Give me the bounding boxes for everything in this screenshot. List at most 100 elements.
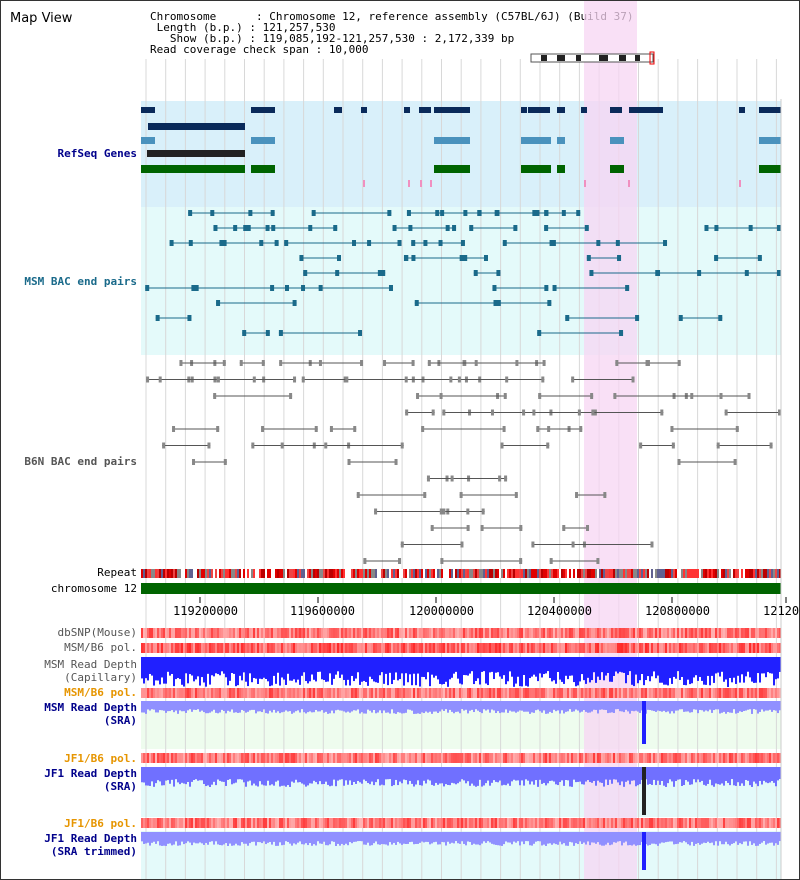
repeat-feature [437, 569, 439, 578]
track-label-jf1-depth-sra-2[interactable]: (SRA) [103, 780, 137, 793]
track-label-msm-depth-cap-2[interactable]: (Capillary) [64, 671, 137, 684]
repeat-feature [667, 569, 669, 578]
read-depth-bar [311, 657, 313, 675]
b6n-bac-end [603, 492, 607, 498]
pol-heat-cell [585, 628, 587, 638]
track-label-dbsnp[interactable]: dbSNP(Mouse) [57, 626, 137, 639]
read-depth-bar [533, 657, 535, 675]
pol-heat-cell [453, 643, 455, 653]
pol-heat-cell [379, 643, 381, 653]
pol-heat-cell [745, 818, 747, 828]
read-depth-bar [209, 767, 211, 787]
pol-heat-cell [565, 818, 567, 828]
pol-heat-cell [723, 818, 725, 828]
read-depth-bar [465, 657, 467, 676]
pol-heat-cell [281, 628, 283, 638]
pol-heat-cell [561, 688, 563, 698]
pol-heat-cell [429, 643, 431, 653]
read-depth-bar [595, 767, 597, 786]
pol-heat-cell [559, 643, 561, 653]
read-depth-bar [641, 657, 643, 675]
pol-heat-cell [651, 628, 653, 638]
pol-heat-cell [393, 688, 395, 698]
pol-heat-cell [757, 643, 759, 653]
pol-heat-cell [347, 643, 349, 653]
pol-heat-cell [343, 643, 345, 653]
track-label-msm-depth-sra-1[interactable]: MSM Read Depth [44, 701, 137, 714]
pol-heat-cell [197, 688, 199, 698]
read-depth-bar [601, 767, 603, 783]
track-label-refseq[interactable]: RefSeq Genes [57, 147, 137, 160]
track-label-jf1-depth-sra-1[interactable]: JF1 Read Depth [44, 767, 137, 780]
repeat-feature [277, 569, 279, 578]
read-depth-bar [595, 701, 597, 710]
refseq-gene-feature [629, 107, 663, 113]
read-depth-bar [147, 657, 149, 681]
track-label-chromosome[interactable]: chromosome 12 [50, 582, 137, 595]
pol-heat-cell [561, 628, 563, 638]
pol-heat-cell [595, 753, 597, 763]
read-depth-bar [213, 832, 215, 845]
track-label-jf1-depth-trim-2[interactable]: (SRA trimmed) [50, 845, 137, 858]
repeat-feature [643, 569, 645, 578]
pol-heat-cell [563, 818, 565, 828]
pol-heat-cell [761, 688, 763, 698]
read-depth-bar [613, 767, 615, 780]
track-label-b6n-bac[interactable]: B6N BAC end pairs [24, 455, 137, 468]
pol-heat-cell [755, 643, 757, 653]
repeat-feature [489, 569, 491, 578]
read-depth-bar [483, 832, 485, 842]
read-depth-bar [429, 701, 431, 712]
refseq-marker [628, 180, 630, 187]
pol-heat-cell [349, 753, 351, 763]
chromosome-ideogram [530, 53, 654, 63]
pol-heat-cell [191, 688, 193, 698]
read-depth-bar [271, 832, 273, 845]
read-depth-bar [141, 701, 143, 713]
pol-heat-cell [487, 643, 489, 653]
pol-heat-cell [581, 688, 583, 698]
track-label-jf1-depth-trim-1[interactable]: JF1 Read Depth [44, 832, 137, 845]
pol-heat-cell [397, 628, 399, 638]
pol-heat-cell [455, 628, 457, 638]
track-label-msm-bac[interactable]: MSM BAC end pairs [24, 275, 137, 288]
track-label-msm-depth-cap-1[interactable]: MSM Read Depth [44, 658, 137, 671]
pol-heat-cell [299, 818, 301, 828]
read-depth-bar [467, 832, 469, 842]
read-depth-bar [209, 657, 211, 685]
track-label-msm-b6-pol-sra[interactable]: MSM/B6 pol. [64, 686, 137, 699]
read-depth-bar [289, 767, 291, 787]
track-label-jf1-b6-pol-1[interactable]: JF1/B6 pol. [64, 752, 137, 765]
read-depth-bar [613, 832, 615, 843]
track-label-msm-b6-pol-cap[interactable]: MSM/B6 pol. [64, 641, 137, 654]
repeat-feature [431, 569, 433, 578]
pol-heat-cell [481, 628, 483, 638]
read-depth-bar [629, 832, 631, 846]
repeat-feature [321, 569, 323, 578]
refseq-gene-feature [610, 137, 624, 144]
pol-heat-cell [481, 688, 483, 698]
track-label-repeat[interactable]: Repeat [97, 566, 137, 579]
read-depth-bar [505, 657, 507, 685]
pol-heat-cell [539, 688, 541, 698]
read-depth-bar [285, 701, 287, 711]
pol-heat-cell [763, 628, 765, 638]
pol-heat-cell [203, 753, 205, 763]
repeat-feature [221, 569, 223, 578]
track-label-jf1-b6-pol-2[interactable]: JF1/B6 pol. [64, 817, 137, 830]
pol-heat-cell [185, 818, 187, 828]
pol-heat-cell [475, 818, 477, 828]
read-depth-bar [283, 701, 285, 712]
track-label-msm-depth-sra-2[interactable]: (SRA) [103, 714, 137, 727]
read-depth-bar [277, 657, 279, 673]
pol-heat-cell [445, 628, 447, 638]
read-depth-bar [737, 701, 739, 713]
pol-heat-cell [231, 643, 233, 653]
read-depth-spike [642, 767, 646, 815]
pol-heat-cell [271, 688, 273, 698]
pol-heat-cell [151, 643, 153, 653]
pol-heat-cell [589, 688, 591, 698]
pol-heat-cell [261, 688, 263, 698]
read-depth-bar [289, 832, 291, 844]
